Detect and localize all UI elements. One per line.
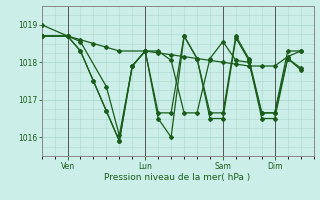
X-axis label: Pression niveau de la mer( hPa ): Pression niveau de la mer( hPa ) [104, 173, 251, 182]
